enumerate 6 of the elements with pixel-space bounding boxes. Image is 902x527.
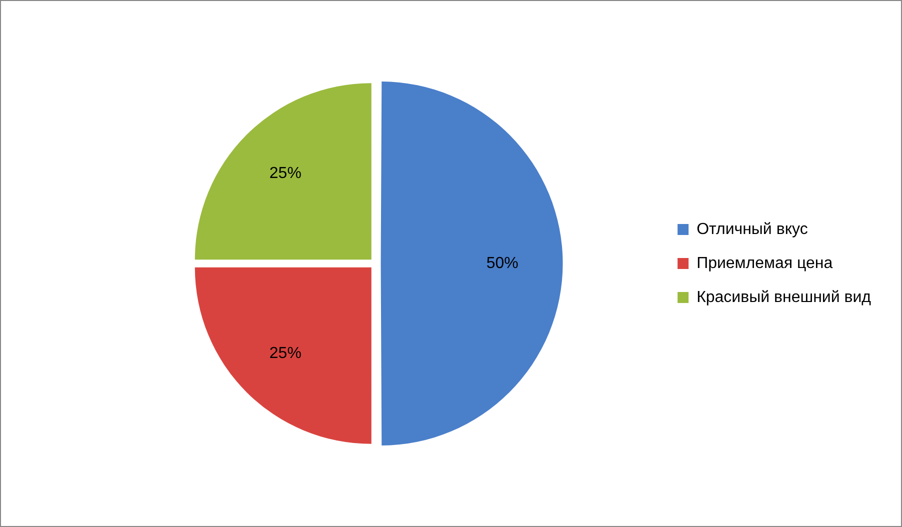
legend-label: Приемлемая цена	[696, 254, 833, 272]
data-label: 50%	[486, 254, 518, 272]
data-label: 25%	[269, 344, 302, 362]
legend-label: Красивый внешний вид	[696, 288, 872, 306]
legend-label: Отличный вкус	[696, 220, 808, 238]
data-label: 25%	[269, 165, 302, 182]
